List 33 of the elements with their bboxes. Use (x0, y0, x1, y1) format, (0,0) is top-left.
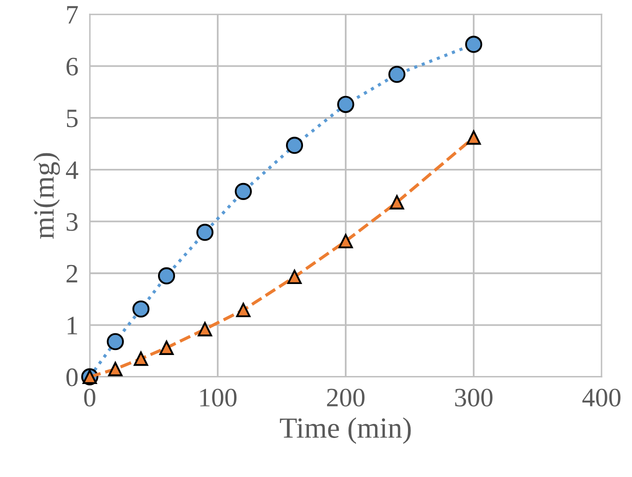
point (106, 333, 124, 350)
y-tick-label: 4 (66, 161, 78, 179)
point (466, 130, 481, 145)
y-tick-label: 6 (66, 58, 78, 76)
y-tick-label: 7 (67, 6, 78, 24)
x-tick-label: 100 (200, 388, 237, 407)
x-tick-label: 200 (327, 388, 364, 407)
point (465, 36, 482, 53)
point (132, 300, 150, 318)
point (234, 182, 252, 200)
point (287, 270, 302, 284)
point (388, 66, 406, 83)
point (390, 195, 404, 210)
x-tick-label: 400 (582, 388, 620, 407)
point (196, 224, 214, 241)
point (236, 302, 250, 318)
y-tick-label: 5 (66, 110, 78, 128)
point (158, 267, 176, 284)
point (338, 234, 353, 248)
y-tick-label: 2 (66, 264, 78, 282)
point (337, 96, 354, 113)
x-axis-title: Time (min) (280, 417, 411, 444)
point (286, 136, 304, 154)
y-tick-label: 3 (66, 213, 78, 231)
y-tick-label: 1 (68, 316, 78, 334)
x-tick-label: 0 (84, 388, 96, 407)
y-axis-title: mi(mg) (33, 153, 60, 239)
point (134, 352, 148, 366)
point (108, 362, 122, 376)
point (159, 340, 174, 355)
y-tick-label: 0 (66, 368, 78, 386)
x-tick-label: 300 (455, 388, 492, 407)
point (198, 322, 212, 336)
